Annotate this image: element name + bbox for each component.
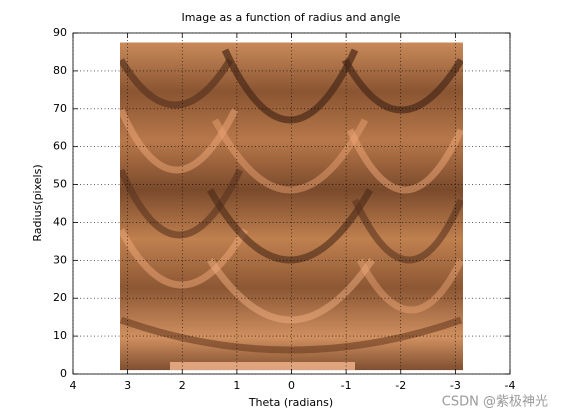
chart-title: Image as a function of radius and angle (182, 11, 401, 24)
x-tick-label: 0 (288, 379, 295, 392)
y-axis-label: Radius(pixels) (31, 164, 44, 241)
x-axis-label: Theta (radians) (248, 396, 333, 409)
image-texture (119, 48, 464, 370)
x-tick-label: -4 (505, 379, 516, 392)
y-tick-label: 70 (53, 102, 67, 115)
y-tick-label: 0 (60, 367, 67, 380)
x-tick-label: -1 (341, 379, 352, 392)
y-tick-label: 60 (53, 140, 67, 153)
watermark: CSDN @紫极神光 (442, 395, 548, 410)
x-tick-label: -2 (395, 379, 406, 392)
y-tick-label: 10 (53, 329, 67, 342)
y-tick-label: 90 (53, 26, 67, 39)
y-tick-label: 20 (53, 291, 67, 304)
x-tick-label: 4 (70, 379, 77, 392)
x-tick-label: 1 (233, 379, 240, 392)
x-tick-label: -3 (450, 379, 461, 392)
y-tick-label: 30 (53, 253, 67, 266)
x-tick-label: 2 (179, 379, 186, 392)
image (119, 42, 464, 371)
plot-frame (72, 32, 511, 375)
image-base (119, 42, 464, 371)
y-tick-label: 40 (53, 215, 67, 228)
x-tick-label: 3 (124, 379, 131, 392)
y-tick-label: 80 (53, 64, 67, 77)
y-tick-label: 50 (53, 178, 67, 191)
